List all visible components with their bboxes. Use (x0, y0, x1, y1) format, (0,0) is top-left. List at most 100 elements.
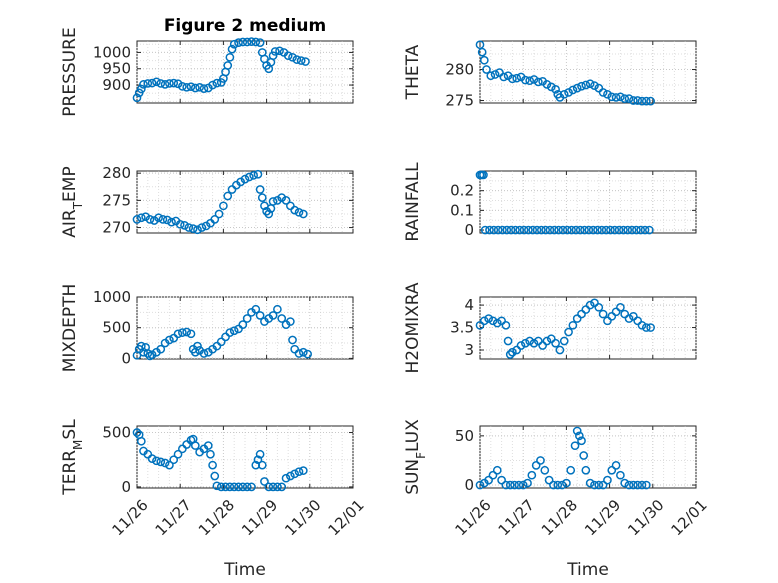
data-point (486, 71, 496, 81)
data-point (610, 225, 620, 235)
data-point (495, 68, 504, 77)
data-point (201, 221, 211, 231)
data-point (620, 309, 630, 319)
data-point (521, 338, 530, 348)
data-point (277, 482, 287, 492)
data-point (572, 83, 582, 93)
data-point (475, 40, 485, 50)
data-point (193, 341, 202, 351)
x-tick-label: 12/01 (667, 496, 710, 539)
data-point (532, 225, 542, 235)
data-point (524, 225, 533, 235)
y-tick-label: 500 (102, 424, 131, 442)
data-point (229, 482, 239, 492)
panel-4: 0 0.10.2 RAINFALL (403, 162, 697, 242)
y-tick-label: 50 (455, 427, 474, 445)
data-point (482, 65, 491, 74)
data-point (627, 225, 637, 235)
data-point (178, 82, 187, 91)
data-point (206, 449, 215, 459)
data-point (629, 311, 638, 321)
data-point (139, 347, 148, 357)
data-point (571, 225, 581, 235)
data-point (238, 320, 248, 329)
data-point (242, 314, 252, 323)
data-point (611, 93, 621, 102)
data-point (485, 225, 494, 235)
x-tick-label: 11/26 (108, 496, 151, 539)
data-point (594, 302, 604, 312)
data-point (575, 431, 584, 441)
data-point (132, 93, 142, 103)
data-point (553, 480, 563, 490)
data-point (288, 52, 297, 62)
data-point (158, 215, 168, 224)
data-point (251, 304, 261, 314)
x-tick-label: 11/28 (195, 496, 238, 539)
data-point (529, 75, 539, 84)
data-point (273, 482, 282, 492)
data-point (511, 225, 520, 235)
data-point (521, 75, 530, 85)
data-point (212, 481, 222, 491)
data-point (294, 207, 304, 217)
data-point (541, 225, 551, 235)
data-point (577, 309, 586, 319)
data-point (247, 482, 256, 492)
data-point (210, 215, 220, 224)
data-point (147, 78, 157, 88)
data-point (132, 428, 142, 437)
data-point (607, 465, 617, 475)
y-tick-label: 0 (121, 478, 131, 496)
data-point (145, 215, 155, 224)
data-point (480, 225, 490, 235)
data-point (545, 225, 555, 235)
data-point (590, 298, 599, 308)
data-point (501, 480, 511, 490)
data-point (585, 79, 595, 89)
data-point (190, 83, 200, 93)
data-point (236, 177, 246, 187)
data-point (210, 471, 220, 481)
data-point (143, 349, 153, 358)
y-tick-label: 4 (464, 296, 474, 314)
data-point (529, 338, 539, 348)
data-point (281, 196, 291, 205)
y-tick-label: 950 (102, 60, 131, 78)
y-axis-label: H2OMIXRA (403, 282, 423, 373)
data-point (624, 94, 634, 104)
data-point (525, 336, 535, 346)
data-point (253, 455, 263, 465)
data-point (581, 465, 591, 475)
data-point (255, 38, 265, 47)
y-tick-label: 275 (102, 191, 131, 209)
data-point (197, 223, 207, 232)
data-point (162, 215, 172, 225)
data-point (598, 309, 608, 319)
data-point (611, 461, 621, 470)
data-point (510, 480, 519, 490)
y-tick-label: 270 (102, 219, 131, 237)
data-point (489, 225, 499, 235)
data-point (223, 191, 233, 201)
data-point (275, 46, 284, 56)
data-point (175, 219, 185, 229)
data-point (506, 225, 516, 235)
y-axis-label: AIRTEMP (60, 166, 85, 237)
data-point (169, 78, 179, 88)
data-point (512, 345, 522, 355)
data-point (549, 480, 558, 490)
data-point (632, 225, 641, 235)
data-point (136, 213, 146, 223)
data-point (253, 169, 263, 179)
data-point (624, 314, 634, 323)
data-point (136, 436, 146, 446)
data-point (597, 225, 607, 235)
data-point (518, 480, 528, 490)
data-point (290, 469, 300, 479)
data-point (607, 311, 617, 321)
data-point (298, 347, 308, 357)
data-point (165, 335, 174, 345)
data-point (501, 320, 511, 330)
data-point (577, 436, 586, 446)
